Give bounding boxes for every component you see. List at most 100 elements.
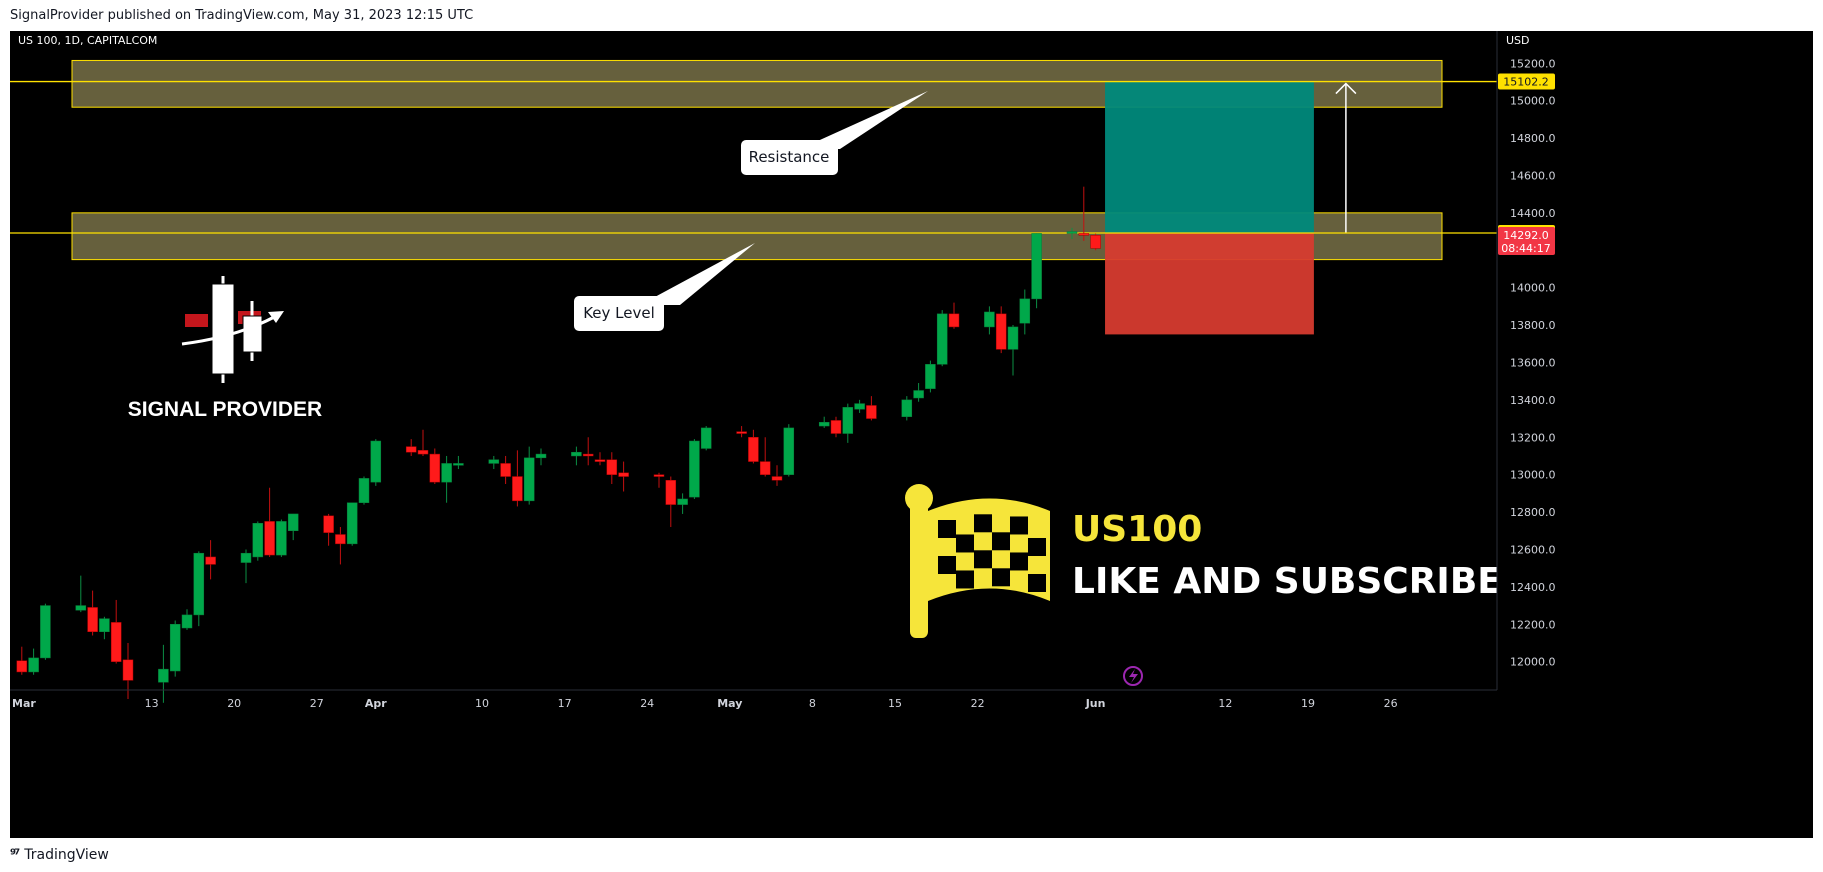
candle [1078,186,1090,241]
candle [193,551,205,627]
x-tick-label: 12 [1218,697,1232,710]
symbol-label[interactable]: US 100, 1D, CAPITALCOM [18,34,157,47]
take-profit-box[interactable] [1105,81,1314,233]
signal-provider-logo-icon [181,276,284,383]
candle-body [99,618,110,632]
candle-body [252,523,264,558]
y-tick-label: 14600.0 [1510,169,1556,182]
candle-body [1031,233,1042,300]
promo-symbol: US100 [1072,509,1202,550]
candle [535,448,547,466]
candle-body [1007,326,1019,350]
candle [205,540,216,580]
stop-loss-box[interactable] [1105,233,1314,335]
candle [500,455,511,485]
y-tick-label: 13400.0 [1510,394,1556,407]
candle-body [500,463,511,477]
candle-body [842,407,854,434]
resistance-label: Resistance [749,148,830,166]
candle [689,439,700,499]
candle-body [110,622,122,662]
y-tick-label: 12800.0 [1510,506,1556,519]
candle [582,437,594,466]
candle [759,437,771,477]
candle-body [582,453,594,457]
candle-body [984,311,995,328]
candle-body [948,313,960,328]
price-tag-value: 15102.2 [1503,76,1549,89]
promo-cta: LIKE AND SUBSCRIBE! [1072,561,1518,602]
x-tick-label: 13 [145,697,159,710]
candle [901,396,913,421]
candle-body [169,624,181,672]
y-tick-label: 13200.0 [1510,431,1556,444]
y-tick-label: 12200.0 [1510,618,1556,631]
y-tick-label: 13600.0 [1510,356,1556,369]
candle [252,521,264,561]
candle-body [594,459,606,462]
chart-frame[interactable]: SIGNAL PROVIDER Resistance Key Level US1… [10,31,1813,838]
candle [335,527,346,565]
candle [358,476,370,505]
candle-body [181,614,193,629]
candle-body [346,502,358,545]
candle [28,648,39,675]
candle-body [441,463,452,483]
candle-body [736,431,747,434]
candle-body [700,427,712,449]
candle [169,620,181,677]
candle [488,455,500,470]
candle [323,513,334,546]
candle-body [205,556,216,565]
price-axis[interactable]: USD 15200.0 15000.0 14800.0 14600.0 14400.0 1… [1496,31,1813,838]
candle-body [193,552,205,616]
candle [1007,325,1019,376]
candle-body [358,478,370,503]
candle-body [759,461,771,475]
candle [287,513,299,541]
candle-body [453,463,464,466]
lightning-icon[interactable] [1123,666,1143,686]
candle [405,439,417,456]
candle [665,476,677,528]
candle-body [370,440,382,483]
candle [984,306,995,335]
y-tick-label: 14800.0 [1510,132,1556,145]
candlestick-chart[interactable]: SIGNAL PROVIDER Resistance Key Level US1… [10,31,1813,838]
candle [854,399,865,413]
candle [618,461,629,492]
candle-body [901,399,913,417]
candle-body [606,459,618,475]
candle-body [995,313,1007,350]
candle-body [429,453,441,483]
y-tick-label: 13000.0 [1510,469,1556,482]
candle-body [1090,235,1101,249]
candle-body [830,420,842,434]
candle [110,599,122,664]
candle [1066,227,1078,240]
y-tick-label: 14400.0 [1510,207,1556,220]
x-tick-label: Mar [12,697,36,710]
candle [276,519,287,557]
candle-body [618,472,629,477]
x-tick-label: 10 [475,697,489,710]
candle-body [818,422,830,427]
x-tick-label: 20 [227,697,241,710]
x-tick-label: 15 [888,697,902,710]
candle [523,446,535,505]
time-axis[interactable]: Mar 13 20 27 Apr 10 17 24 May 8 15 22 Jun 12 19 26 [10,689,1497,710]
candle [40,603,51,660]
target-arrow-head [1335,82,1357,95]
candle [346,502,358,546]
candle [677,493,688,514]
y-tick-label: 12600.0 [1510,543,1556,556]
candle [99,616,110,640]
candle-body [783,427,795,475]
candle-body [689,440,700,498]
x-tick-label: 17 [558,697,572,710]
candle [264,487,275,557]
x-tick-label: 8 [809,697,816,710]
footer: ⁹⁷ TradingView [10,847,109,863]
candle-body [40,605,51,659]
candle-body [87,607,98,632]
